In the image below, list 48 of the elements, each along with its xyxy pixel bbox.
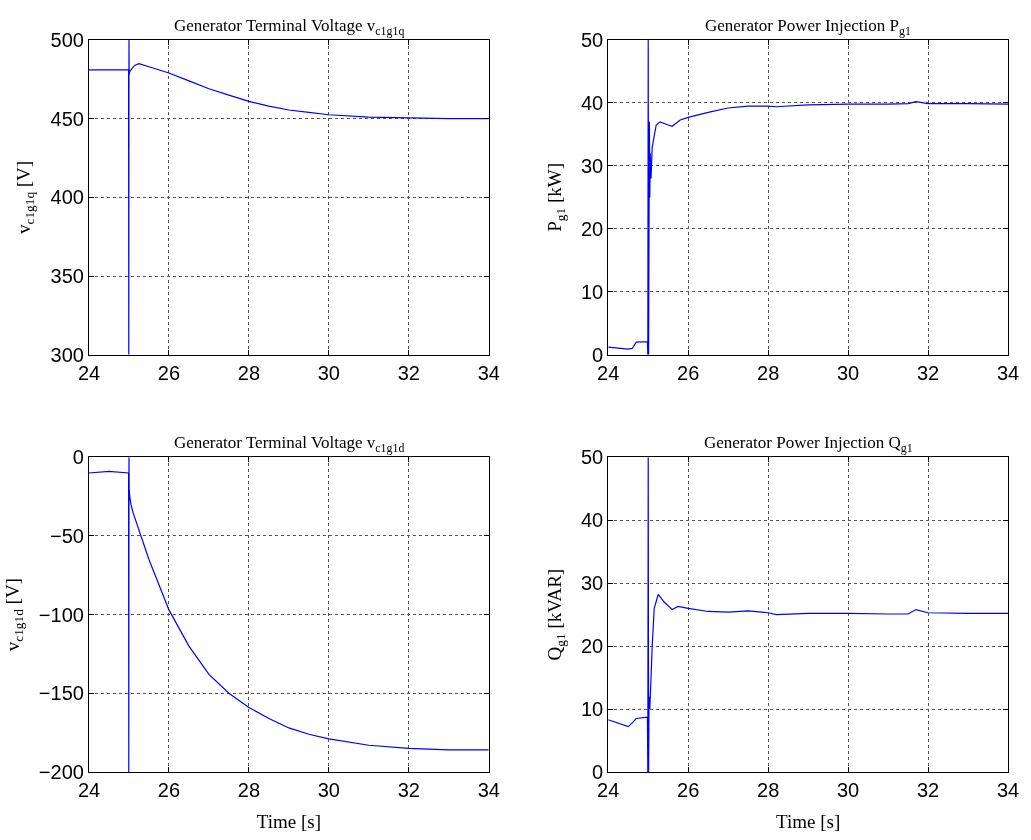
line-series xyxy=(89,457,489,772)
chart-title: Generator Power Injection Q$_{g1}$ xyxy=(704,433,913,455)
x-tick-label: 28 xyxy=(757,779,780,802)
x-tick-label: 26 xyxy=(157,361,181,384)
y-tick-label: −150 xyxy=(38,682,84,705)
line-series xyxy=(608,40,1008,355)
x-tick-label: 26 xyxy=(677,779,700,802)
line-series xyxy=(608,457,1008,772)
x-tick-label: 26 xyxy=(157,779,181,802)
x-axis-title: Time [s] xyxy=(776,810,841,832)
y-tick-label: 40 xyxy=(580,509,604,532)
y-tick-label: 400 xyxy=(50,186,84,209)
y-tick-label: 20 xyxy=(580,635,604,658)
x-tick-label: 28 xyxy=(757,361,780,384)
y-tick-label: 10 xyxy=(580,698,604,721)
x-tick-label: 26 xyxy=(677,361,700,384)
y-tick-label: 50 xyxy=(580,29,604,51)
chart-title: Generator Terminal Voltage v$_{c1g1q}$ xyxy=(174,16,405,38)
chart-title: Generator Terminal Voltage v$_{c1g1d}$ xyxy=(174,433,405,455)
x-tick-label: 30 xyxy=(317,779,340,802)
y-tick-label: 50 xyxy=(580,446,604,469)
y-tick-label: 10 xyxy=(580,280,604,303)
x-tick-label: 34 xyxy=(477,361,500,384)
y-tick-label: 20 xyxy=(580,217,604,240)
y-tick-label: 350 xyxy=(50,265,84,288)
x-tick-label: 30 xyxy=(836,779,860,802)
x-axis-title: Time [s] xyxy=(256,810,321,832)
y-tick-label: 30 xyxy=(580,572,604,595)
x-tick-label: 28 xyxy=(237,361,261,384)
x-tick-label: 28 xyxy=(237,779,261,802)
chart-title: Generator Power Injection P$_{g1}$ xyxy=(705,16,911,38)
x-tick-label: 30 xyxy=(317,361,340,384)
y-tick-label: 40 xyxy=(580,91,604,114)
y-tick-label: −50 xyxy=(49,524,84,547)
y-tick-label: 500 xyxy=(50,29,84,51)
x-tick-label: 34 xyxy=(477,779,500,802)
x-tick-label: 30 xyxy=(836,361,860,384)
x-tick-label: 34 xyxy=(996,361,1020,384)
y-tick-label: 0 xyxy=(72,446,84,469)
x-tick-label: 32 xyxy=(916,361,940,384)
x-tick-label: 32 xyxy=(397,779,420,802)
line-series xyxy=(89,40,489,355)
x-tick-label: 34 xyxy=(996,779,1020,802)
x-tick-label: 32 xyxy=(916,779,940,802)
y-tick-label: 450 xyxy=(50,107,84,130)
y-tick-label: 30 xyxy=(580,154,604,177)
x-tick-label: 32 xyxy=(397,361,420,384)
y-tick-label: −100 xyxy=(38,603,84,626)
